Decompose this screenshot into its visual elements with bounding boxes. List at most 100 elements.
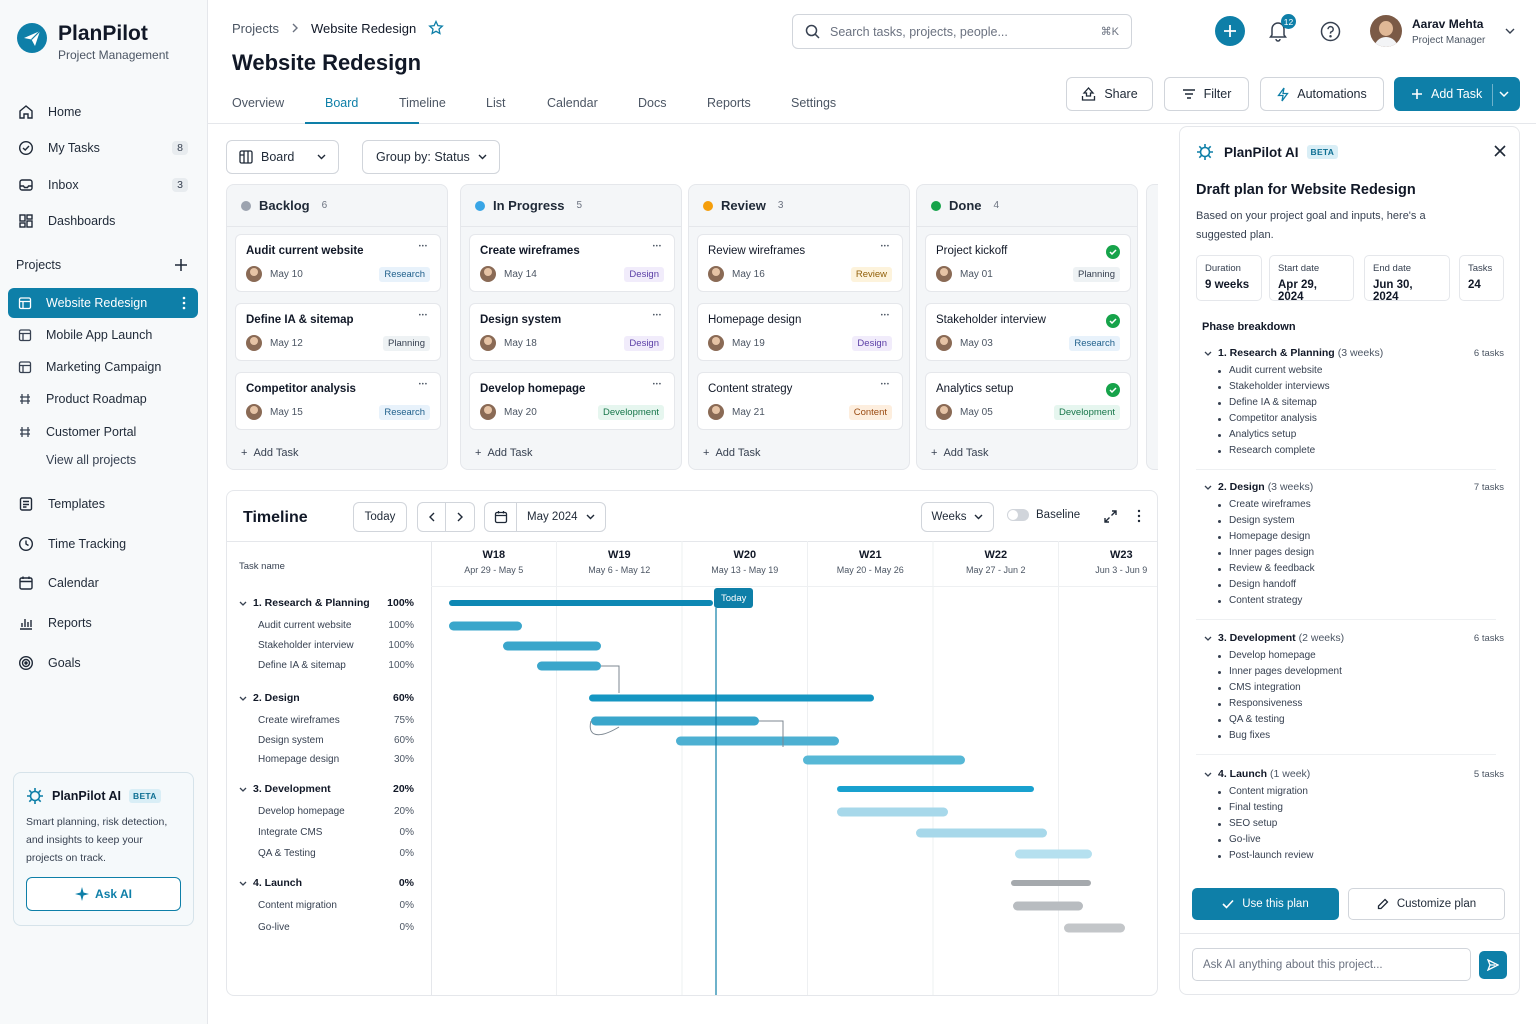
nav-my-tasks[interactable]: My Tasks 8 [8,133,198,163]
task-card[interactable]: Audit current website ••• May 10 Research [235,234,441,292]
nav-calendar[interactable]: Calendar [8,568,198,598]
help-button[interactable] [1320,21,1341,42]
chevron-down-icon[interactable] [239,601,247,606]
phase-title-row[interactable]: 3. Development (2 weeks) 6 tasks [1196,632,1504,644]
gantt-bar[interactable] [837,807,948,817]
timeline-phase-row[interactable]: 3. Development 20% [239,783,414,795]
more-horizontal-icon[interactable]: ••• [880,382,890,388]
add-task-link[interactable]: + Add Task [475,447,533,459]
ask-ai-button[interactable]: Ask AI [26,877,181,911]
task-card[interactable]: Stakeholder interview May 03 Research [925,303,1131,361]
project-item-customer-portal[interactable]: Customer Portal [8,417,198,447]
tab-overview[interactable]: Overview [232,96,285,110]
task-card[interactable]: Design system ••• May 18 Design [469,303,675,361]
tab-board[interactable]: Board [305,88,419,124]
nav-goals[interactable]: Goals [8,648,198,678]
search-bar[interactable]: Search tasks, projects, people... ⌘K [792,14,1132,49]
automations-button[interactable]: Automations [1260,77,1384,111]
more-horizontal-icon[interactable]: ••• [418,313,428,319]
gantt-bar[interactable] [1013,901,1083,911]
month-picker[interactable]: May 2024 [484,502,606,532]
nav-reports[interactable]: Reports [8,608,198,638]
search-input[interactable]: Search tasks, projects, people... [830,24,1008,39]
phase-title-row[interactable]: 4. Launch (1 week) 5 tasks [1196,768,1504,780]
gantt-bar[interactable] [589,694,874,702]
project-item-product-roadmap[interactable]: Product Roadmap [8,384,198,414]
chevron-left-icon[interactable] [418,503,447,531]
more-horizontal-icon[interactable]: ••• [652,382,662,388]
quick-add-button[interactable] [1215,16,1245,46]
chevron-down-icon[interactable] [1204,772,1212,777]
timeline-phase-row[interactable]: 2. Design 60% [239,692,414,704]
customize-plan-button[interactable]: Customize plan [1348,888,1505,920]
task-card[interactable]: Define IA & sitemap ••• May 12 Planning [235,303,441,361]
gantt-bar[interactable] [503,641,601,651]
more-horizontal-icon[interactable]: ••• [418,244,428,250]
gantt-bar[interactable] [1015,849,1092,859]
timeline-task-row[interactable]: Audit current website 100% [239,620,414,631]
chevron-down-icon[interactable] [1499,91,1509,97]
task-card[interactable]: Create wireframes ••• May 14 Design [469,234,675,292]
add-project-plus-icon[interactable] [174,258,188,272]
timeline-task-row[interactable]: Go-live 0% [239,922,414,933]
group-by-select[interactable]: Group by: Status [362,140,500,174]
toggle-switch[interactable] [1007,509,1029,521]
chevron-down-icon[interactable] [239,787,247,792]
task-card[interactable]: Review wireframes ••• May 16 Review [697,234,903,292]
timeline-task-row[interactable]: Content migration 0% [239,900,414,911]
chevron-down-icon[interactable] [1204,351,1212,356]
task-card[interactable]: Project kickoff May 01 Planning [925,234,1131,292]
brand-logo[interactable]: PlanPilot Project Management [16,22,169,62]
timeline-task-row[interactable]: Define IA & sitemap 100% [239,660,414,671]
gantt-bar[interactable] [916,828,1047,838]
task-card[interactable]: Competitor analysis ••• May 15 Research [235,372,441,430]
chevron-down-icon[interactable] [1204,485,1212,490]
nav-dashboards[interactable]: Dashboards [8,206,198,236]
timeline-task-row[interactable]: QA & Testing 0% [239,848,414,859]
timeline-task-row[interactable]: Homepage design 30% [239,754,414,765]
chevron-down-icon[interactable] [239,696,247,701]
scale-select[interactable]: Weeks [921,502,994,532]
nav-inbox[interactable]: Inbox 3 [8,170,198,200]
more-horizontal-icon[interactable]: ••• [652,313,662,319]
ask-ai-input[interactable]: Ask AI anything about this project... [1192,948,1471,981]
share-button[interactable]: Share [1066,77,1153,111]
task-card[interactable]: Homepage design ••• May 19 Design [697,303,903,361]
expand-icon[interactable] [1104,510,1117,523]
timeline-phase-row[interactable]: 4. Launch 0% [239,877,414,889]
view-select[interactable]: Board [226,140,339,174]
gantt-bar[interactable] [537,661,601,671]
more-vertical-icon[interactable] [1137,509,1141,523]
more-horizontal-icon[interactable]: ••• [880,244,890,250]
kebab-menu-icon[interactable] [182,296,186,310]
phase-title-row[interactable]: 1. Research & Planning (3 weeks) 6 tasks [1196,347,1504,359]
more-horizontal-icon[interactable]: ••• [880,313,890,319]
add-task-link[interactable]: + Add Task [241,447,299,459]
gantt-bar[interactable] [1011,880,1091,886]
gantt-bar[interactable] [1064,923,1125,933]
tab-settings[interactable]: Settings [791,96,837,110]
gantt-bar[interactable] [449,621,522,631]
project-item-marketing-campaign[interactable]: Marketing Campaign [8,352,198,382]
chevron-down-icon[interactable] [239,881,247,886]
chevron-right-icon[interactable] [446,512,474,522]
tab-calendar[interactable]: Calendar [547,96,598,110]
today-button[interactable]: Today [353,502,407,532]
gantt-bar[interactable] [803,755,965,765]
timeline-phase-row[interactable]: 1. Research & Planning 100% [239,597,414,609]
close-icon[interactable] [1494,145,1506,157]
project-item-website-redesign[interactable]: Website Redesign [8,288,198,318]
more-horizontal-icon[interactable]: ••• [418,382,428,388]
baseline-toggle[interactable]: Baseline [1007,509,1080,521]
use-plan-button[interactable]: Use this plan [1192,888,1339,920]
nav-time-tracking[interactable]: Time Tracking [8,529,198,559]
filter-button[interactable]: Filter [1164,77,1249,111]
add-task-link[interactable]: + Add Task [931,447,989,459]
chevron-down-icon[interactable] [1204,636,1212,641]
timeline-task-row[interactable]: Integrate CMS 0% [239,827,414,838]
gantt-bar[interactable] [449,600,713,606]
tab-reports[interactable]: Reports [707,96,751,110]
gantt-bar[interactable] [591,716,759,726]
tab-list[interactable]: List [486,96,506,110]
tab-timeline[interactable]: Timeline [399,96,446,110]
